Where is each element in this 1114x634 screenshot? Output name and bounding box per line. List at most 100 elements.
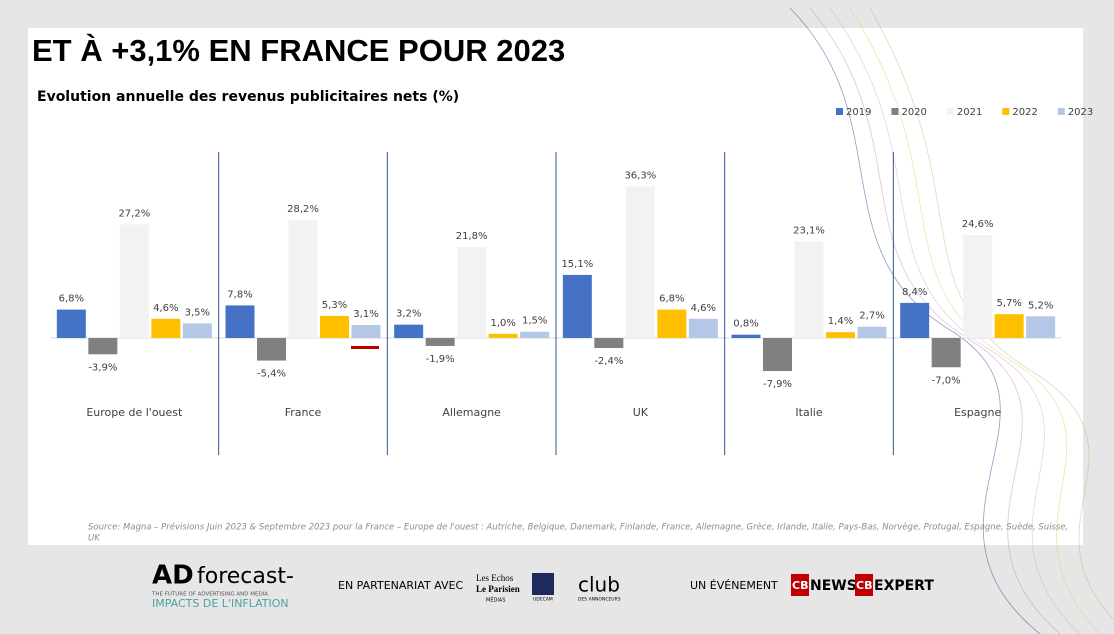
value-label: 4,6% [691, 303, 716, 314]
partner: club [578, 573, 620, 597]
event: NEWS [810, 578, 857, 594]
decoration [789, 7, 1114, 634]
value-label: 36,3% [624, 170, 656, 181]
bar [182, 323, 212, 339]
value-label: 6,8% [59, 294, 84, 305]
legend-label: 2021 [957, 107, 982, 118]
legend-swatch [891, 108, 899, 115]
bar [625, 186, 655, 339]
bar [562, 274, 592, 339]
value-label: 24,6% [962, 219, 994, 230]
chart-title: Evolution annuelle des revenus publicita… [37, 89, 459, 105]
value-label: 8,4% [902, 287, 927, 298]
partner-label: EN PARTENARIAT AVEC [338, 579, 463, 592]
value-label: 2,7% [859, 311, 884, 322]
legend-label: 2022 [1012, 107, 1037, 118]
partner: DES ANNONCEURS [578, 597, 621, 603]
value-label: 5,2% [1028, 300, 1053, 311]
partner: UDECAM [533, 597, 553, 603]
legend-swatch [1002, 108, 1010, 115]
value-label: 7,8% [227, 289, 252, 300]
x-tick-label: Allemagne [442, 406, 501, 419]
bar [688, 318, 718, 339]
event-label: UN ÉVÉNEMENT [690, 579, 778, 592]
value-label: 3,5% [185, 307, 210, 318]
event: CB [856, 579, 872, 592]
bar [119, 224, 149, 339]
event-logo [855, 574, 873, 596]
legend-label: 2023 [1068, 107, 1093, 118]
value-label: 0,8% [733, 319, 758, 330]
value-label: 4,6% [153, 303, 178, 314]
bar [763, 338, 792, 372]
source: Source: Magna – Prévisions Juin 2023 & S… [88, 522, 1068, 533]
brand-word: forecast- [197, 564, 294, 589]
bar [731, 334, 761, 339]
bar [1026, 316, 1056, 339]
footer: AD forecast- THE FUTURE OF ADVERTISING A… [151, 561, 934, 611]
bar [594, 338, 624, 349]
bar [56, 309, 86, 339]
bar [994, 314, 1024, 339]
bar [794, 241, 824, 339]
legend-swatch [946, 108, 954, 115]
bar [931, 338, 961, 368]
event: EXPERT [874, 578, 934, 594]
bar [88, 338, 118, 355]
bar [288, 220, 318, 339]
bar [151, 318, 181, 339]
bar [657, 309, 687, 339]
value-label: 27,2% [118, 208, 150, 219]
value-label: -3,9% [88, 362, 117, 373]
value-label: 23,1% [793, 226, 825, 237]
bar [857, 326, 887, 339]
value-label: -7,0% [932, 375, 961, 386]
value-label: 15,1% [561, 259, 593, 270]
bar [488, 333, 518, 339]
value-label: -1,9% [426, 354, 455, 365]
partner-logo [532, 573, 554, 595]
bar [457, 246, 487, 339]
bar [225, 305, 255, 339]
value-label: 21,8% [456, 231, 488, 242]
event-logo [791, 574, 809, 596]
x-tick-label: Europe de l'ouest [86, 406, 183, 419]
partner: Les Echos [476, 573, 514, 583]
legend-swatch [1057, 108, 1065, 115]
value-label: 3,2% [396, 309, 421, 320]
event: CB [792, 579, 808, 592]
x-tick-label: Italie [795, 406, 822, 419]
value-label: 1,4% [828, 316, 853, 327]
bar [320, 315, 349, 339]
x-tick-label: UK [633, 406, 649, 419]
value-label: -2,4% [594, 356, 623, 367]
value-label: 3,1% [353, 309, 378, 320]
value-label: 5,3% [322, 300, 347, 311]
legend-label: 2019 [846, 107, 871, 118]
source-end: UK [88, 534, 101, 544]
brand: AD [152, 561, 194, 591]
value-label: 1,0% [490, 318, 515, 329]
bar [394, 324, 424, 339]
value-label: 1,5% [522, 316, 547, 327]
legend-label: 2020 [901, 107, 926, 118]
bar [520, 331, 550, 339]
legend-swatch [836, 108, 843, 115]
tagline: THE FUTURE OF ADVERTISING AND MEDIA [151, 592, 268, 598]
bar [900, 302, 930, 339]
value-label: -5,4% [257, 369, 286, 380]
value-label: -7,9% [763, 379, 792, 390]
partner: Le Parisien [476, 584, 520, 594]
bar [963, 235, 993, 339]
bar [425, 338, 455, 346]
bar [351, 325, 381, 339]
theme: IMPACTS DE L'INFLATION [152, 597, 289, 610]
x-tick-label: France [285, 406, 322, 419]
x-tick-label: Espagne [954, 406, 1001, 419]
slide-title: ET À +3,1% EN FRANCE POUR 2023 [32, 33, 565, 68]
value-label: 6,8% [659, 294, 684, 305]
bar [826, 332, 855, 339]
bar [257, 338, 286, 361]
value-label: 5,7% [996, 298, 1021, 309]
